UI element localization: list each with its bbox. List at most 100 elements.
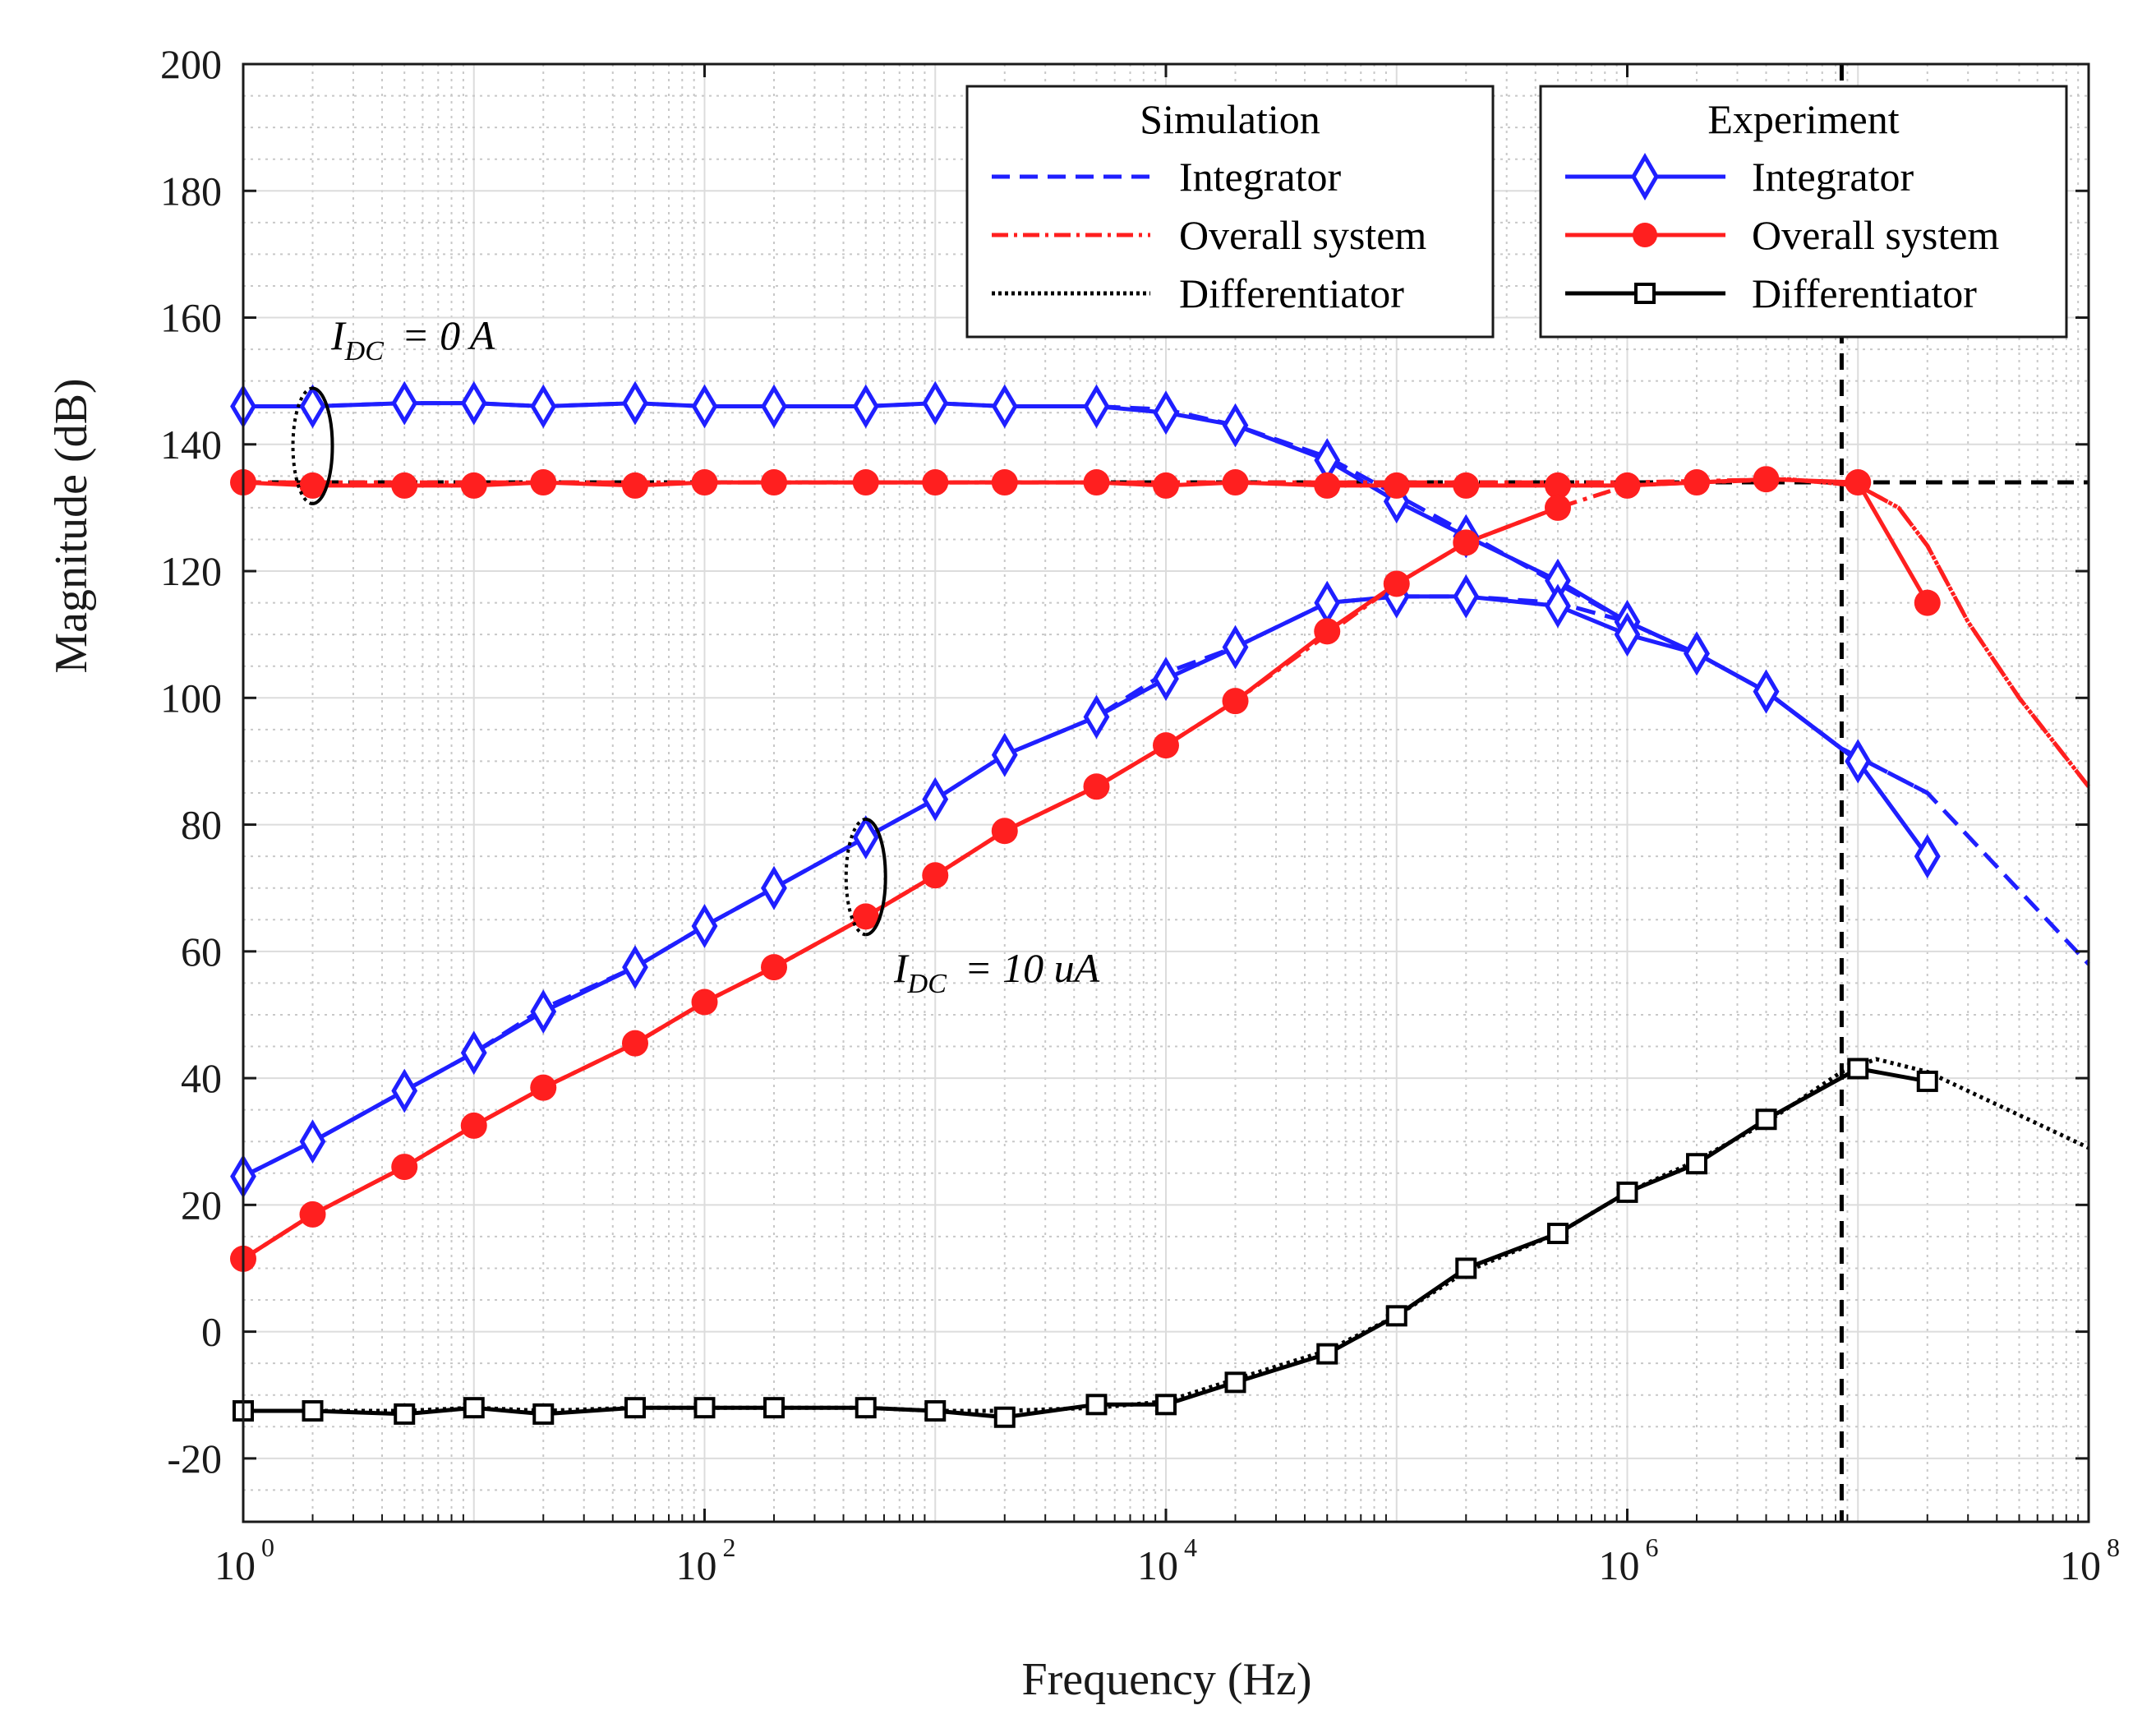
circle-marker bbox=[391, 472, 418, 499]
diamond-marker bbox=[622, 945, 648, 990]
circle-marker bbox=[1222, 688, 1249, 715]
diamond-marker bbox=[1684, 631, 1710, 676]
legend-exp-differentiator-label: Differentiator bbox=[1752, 270, 1977, 316]
x-tick-label: 10 bbox=[1137, 1542, 1178, 1588]
legend-circle-marker-icon bbox=[1633, 223, 1657, 247]
diamond-marker bbox=[460, 1030, 487, 1076]
legend-sim-integrator-label: Integrator bbox=[1179, 154, 1341, 200]
legend-experiment-title: Experiment bbox=[1707, 96, 1899, 142]
square-marker bbox=[924, 1400, 947, 1422]
series-line-7 bbox=[242, 505, 1559, 1261]
diamond-marker bbox=[922, 380, 949, 426]
annotation-idc-10-subscript: DC bbox=[907, 969, 947, 999]
x-tick-exponent: 4 bbox=[1184, 1532, 1197, 1562]
annotation-idc-10: IDC = 10 uA bbox=[893, 945, 1100, 999]
y-tick-label: 180 bbox=[160, 168, 222, 214]
square-marker bbox=[1085, 1394, 1108, 1416]
legend-simulation: Simulation Integrator Overall system Dif… bbox=[965, 85, 1495, 339]
square-marker bbox=[1616, 1181, 1638, 1203]
x-tick-label: 10 bbox=[676, 1542, 717, 1588]
circle-marker bbox=[1153, 732, 1179, 759]
circle-marker bbox=[922, 862, 949, 889]
circle-marker bbox=[691, 989, 718, 1016]
y-tick-label: 40 bbox=[181, 1055, 222, 1101]
diamond-marker bbox=[852, 384, 879, 429]
diamond-marker bbox=[1083, 384, 1110, 429]
square-marker bbox=[1155, 1394, 1177, 1416]
y-tick-label: 20 bbox=[181, 1182, 222, 1228]
square-marker bbox=[532, 1403, 555, 1425]
square-marker bbox=[1686, 1153, 1708, 1175]
x-tick-label: 10 bbox=[2060, 1542, 2101, 1588]
diamond-marker bbox=[530, 989, 557, 1035]
circle-marker bbox=[391, 1154, 418, 1181]
circle-marker bbox=[1453, 529, 1480, 556]
annotation-ellipse-idc-0-solid bbox=[312, 386, 334, 505]
circle-marker bbox=[299, 472, 326, 499]
data-markers bbox=[230, 380, 1941, 1428]
circle-marker bbox=[1314, 618, 1341, 645]
y-axis-title: Magnitude (dB) bbox=[46, 378, 97, 673]
diamond-marker bbox=[691, 384, 718, 429]
square-marker bbox=[1455, 1257, 1477, 1279]
x-tick-exponent: 0 bbox=[261, 1532, 274, 1562]
circle-marker bbox=[922, 469, 949, 496]
diamond-marker bbox=[852, 815, 879, 860]
circle-marker bbox=[1383, 472, 1410, 499]
circle-marker bbox=[852, 469, 879, 496]
square-marker bbox=[993, 1406, 1016, 1428]
diamond-marker bbox=[991, 732, 1018, 777]
circle-marker bbox=[1684, 469, 1711, 496]
circle-marker bbox=[460, 1112, 487, 1139]
legend-square-marker-icon bbox=[1634, 283, 1656, 304]
circle-marker bbox=[621, 1030, 648, 1057]
circle-marker bbox=[761, 469, 788, 496]
circle-marker bbox=[1453, 472, 1480, 499]
legend-sim-overall-label: Overall system bbox=[1179, 212, 1426, 258]
circle-marker bbox=[1914, 589, 1941, 616]
annotation-idc-10-symbol: I bbox=[893, 945, 910, 991]
x-axis-title: Frequency (Hz) bbox=[1022, 1654, 1312, 1705]
legend-diamond-marker-icon bbox=[1631, 153, 1659, 200]
diamond-marker bbox=[1222, 624, 1249, 670]
series-line-4 bbox=[242, 594, 1928, 1178]
diamond-marker bbox=[922, 777, 949, 822]
y-tick-label: 0 bbox=[201, 1309, 222, 1355]
circle-marker bbox=[1314, 472, 1341, 499]
circle-marker bbox=[761, 954, 788, 981]
circle-marker bbox=[1083, 773, 1110, 800]
y-tick-label: -20 bbox=[167, 1436, 222, 1482]
square-marker bbox=[693, 1397, 716, 1419]
diamond-marker bbox=[1545, 583, 1571, 629]
circle-marker bbox=[1845, 469, 1872, 496]
y-tick-label: 160 bbox=[160, 295, 222, 341]
circle-marker bbox=[460, 472, 487, 499]
x-tick-exponent: 6 bbox=[1646, 1532, 1659, 1562]
annotation-idc-0-value: = 0 A bbox=[402, 312, 495, 358]
circle-marker bbox=[991, 818, 1018, 845]
square-marker bbox=[1224, 1371, 1246, 1394]
circle-marker bbox=[1222, 469, 1249, 496]
diamond-marker bbox=[991, 384, 1018, 429]
circle-marker bbox=[1544, 494, 1571, 521]
square-marker bbox=[1385, 1305, 1407, 1327]
diamond-marker bbox=[460, 380, 487, 426]
circle-marker bbox=[299, 1201, 326, 1228]
square-marker bbox=[624, 1397, 646, 1419]
square-marker bbox=[1916, 1070, 1938, 1092]
circle-marker bbox=[530, 1074, 557, 1101]
diamond-marker bbox=[1845, 739, 1872, 784]
annotation-idc-0: IDC = 0 A bbox=[330, 312, 495, 366]
square-marker bbox=[1847, 1058, 1869, 1080]
circle-marker bbox=[530, 469, 557, 496]
circle-marker bbox=[1544, 472, 1571, 499]
annotation-idc-0-subscript: DC bbox=[344, 336, 385, 366]
legend-exp-overall-label: Overall system bbox=[1752, 212, 1999, 258]
x-tick-label: 10 bbox=[214, 1542, 256, 1588]
annotation-idc-0-symbol: I bbox=[330, 312, 347, 358]
diamond-marker bbox=[1614, 612, 1641, 657]
circle-marker bbox=[1153, 472, 1179, 499]
diamond-marker bbox=[530, 384, 557, 429]
